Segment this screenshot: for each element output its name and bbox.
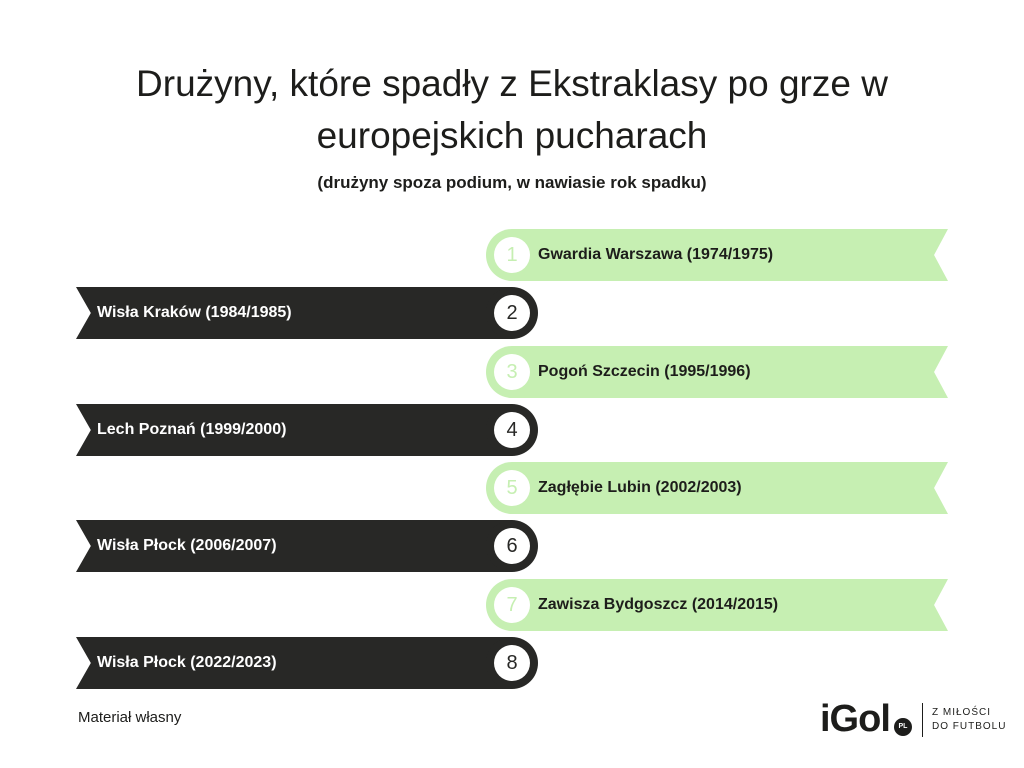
title-line-2: europejskich pucharach: [316, 115, 708, 156]
item-band: [512, 229, 948, 281]
team-label: Zawisza Bydgoszcz (2014/2015): [538, 596, 779, 613]
item-band: [512, 579, 948, 631]
rank-badge: 8: [494, 645, 530, 681]
list-item-5: 5 Zagłębie Lubin (2002/2003): [486, 462, 948, 514]
logo-divider: [922, 703, 923, 737]
page-title: Drużyny, które spadły z Ekstraklasy po g…: [60, 58, 964, 162]
list-item-8: 8 Wisła Płock (2022/2023): [76, 637, 538, 689]
rank-badge: 7: [494, 587, 530, 623]
item-band: [512, 346, 948, 398]
list-item-4: 4 Lech Poznań (1999/2000): [76, 404, 538, 456]
list-item-2: 2 Wisła Kraków (1984/1985): [76, 287, 538, 339]
team-label: Wisła Płock (2006/2007): [97, 537, 277, 554]
page-subtitle: (drużyny spoza podium, w nawiasie rok sp…: [317, 173, 707, 192]
list-item-6: 6 Wisła Płock (2006/2007): [76, 520, 538, 572]
team-label: Lech Poznań (1999/2000): [97, 421, 287, 438]
team-label: Gwardia Warszawa (1974/1975): [538, 246, 774, 263]
list-item-1: 1 Gwardia Warszawa (1974/1975): [486, 229, 948, 281]
item-band: [512, 462, 948, 514]
rank-badge: 1: [494, 237, 530, 273]
item-band: [76, 404, 512, 456]
tagline-line-2: DO FUTBOLU: [932, 721, 1007, 732]
rank-badge: 5: [494, 470, 530, 506]
item-band: [76, 637, 512, 689]
tagline-line-1: Z MIŁOŚCI: [932, 707, 992, 718]
team-label: Pogoń Szczecin (1995/1996): [538, 363, 751, 380]
rank-badge: 3: [494, 354, 530, 390]
logo-wordmark: iGol: [820, 698, 891, 740]
title-line-1: Drużyny, które spadły z Ekstraklasy po g…: [136, 63, 888, 104]
item-band: [76, 520, 512, 572]
rank-badge: 2: [494, 295, 530, 331]
igol-logo: iGol PL Z MIŁOŚCI DO FUTBOLU: [820, 696, 1010, 746]
team-label: Wisła Kraków (1984/1985): [97, 304, 292, 321]
logo-tagline: Z MIŁOŚCI DO FUTBOLU: [932, 706, 1006, 734]
list-item-7: 7 Zawisza Bydgoszcz (2014/2015): [486, 579, 948, 631]
list-item-3: 3 Pogoń Szczecin (1995/1996): [486, 346, 948, 398]
rank-badge: 4: [494, 412, 530, 448]
team-label: Zagłębie Lubin (2002/2003): [538, 479, 742, 496]
item-band: [76, 287, 512, 339]
source-note: Materiał własny: [78, 709, 182, 726]
logo-badge: PL: [894, 718, 912, 736]
team-label: Wisła Płock (2022/2023): [97, 654, 277, 671]
rank-badge: 6: [494, 528, 530, 564]
